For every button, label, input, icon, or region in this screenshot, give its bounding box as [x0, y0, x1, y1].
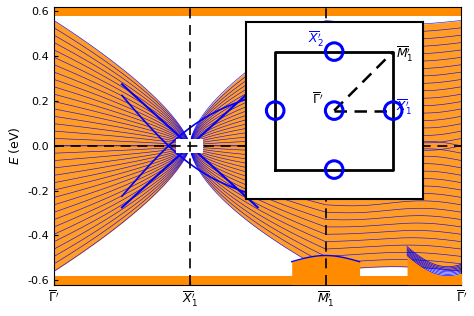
Point [330, 167, 338, 172]
Point [272, 108, 279, 113]
Y-axis label: $E$ (eV): $E$ (eV) [7, 126, 22, 165]
Text: $\overline{\Gamma}'$: $\overline{\Gamma}'$ [312, 92, 324, 108]
Point [330, 49, 338, 54]
Text: $\overline{M}_1'$: $\overline{M}_1'$ [396, 44, 414, 64]
Point [330, 108, 338, 113]
Point [389, 108, 397, 113]
Text: $\overline{X}_2'$: $\overline{X}_2'$ [308, 29, 324, 49]
Text: $\overline{X}_1'$: $\overline{X}_1'$ [396, 98, 412, 118]
